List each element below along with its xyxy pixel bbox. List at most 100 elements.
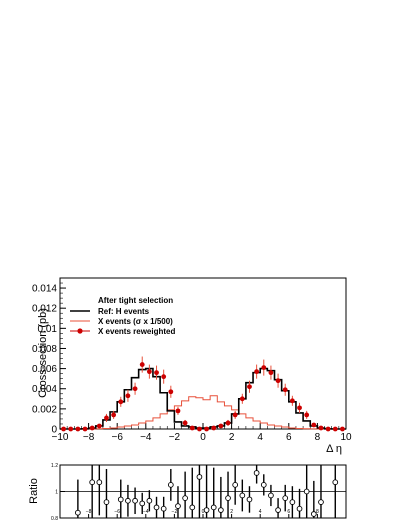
- ratio-point: [132, 497, 138, 504]
- main-x-tick-label: −2: [169, 432, 181, 443]
- main-y-tick-label: 0.014: [32, 284, 57, 295]
- reweighted-point: [161, 374, 167, 380]
- ratio-point: [253, 470, 260, 476]
- reweighted-point: [332, 426, 338, 432]
- ratio-y-tick-label: 1.2: [51, 463, 58, 469]
- ratio-point: [275, 507, 281, 513]
- main-y-tick-label: 0: [51, 425, 57, 436]
- reweighted-point: [146, 369, 152, 375]
- reweighted-point: [289, 398, 295, 404]
- ratio-point: [196, 474, 203, 480]
- ratio-x-tick-label: 2: [230, 509, 233, 515]
- ratio-point: [153, 504, 160, 511]
- main-x-tick-label: 6: [286, 432, 292, 443]
- ratio-point: [175, 503, 181, 509]
- reweighted-point: [68, 426, 74, 432]
- ratio-point: [310, 511, 317, 517]
- main-x-tick-label: 0: [200, 432, 206, 443]
- ratio-point: [232, 482, 239, 488]
- ratio-x-tick-label: 6: [287, 509, 290, 515]
- reweighted-point: [61, 426, 66, 432]
- main-x-tick-label: −4: [140, 432, 152, 443]
- main-y-tick-label: 0.012: [32, 304, 57, 315]
- main-y-tick-label: 0.008: [32, 344, 57, 355]
- main-x-tick-label: 8: [315, 432, 321, 443]
- reweighted-point: [311, 422, 317, 428]
- reweighted-point: [218, 423, 224, 429]
- ratio-point: [303, 488, 310, 495]
- main-chart: 0 0.002 0.004 0.006 0.008 0.01 0.012 0.014 −10 −…: [32, 277, 352, 455]
- reweighted-point: [118, 399, 124, 405]
- legend-entry-ref-h: Ref: H events: [98, 307, 150, 316]
- main-y-axis-title: Cross-section (pb): [37, 308, 49, 398]
- ratio-x-tick-label: −8: [86, 509, 92, 515]
- ratio-x-tick-label: −4: [143, 509, 149, 515]
- legend-entry-x-reweighted: X events reweighted: [98, 327, 175, 336]
- reweighted-point: [297, 405, 302, 411]
- reweighted-point: [96, 423, 102, 429]
- ratio-point: [289, 499, 296, 505]
- reweighted-point: [239, 396, 245, 402]
- main-x-tick-label: 2: [229, 432, 235, 443]
- ratio-point: [332, 479, 339, 486]
- reweighted-point: [182, 420, 188, 426]
- reweighted-point: [154, 370, 159, 376]
- reweighted-point: [197, 426, 202, 432]
- reweighted-point: [254, 369, 260, 375]
- reweighted-point: [204, 426, 209, 432]
- main-y-tick-label: 0.01: [38, 324, 58, 335]
- reweighted-point: [275, 378, 281, 384]
- ratio-y-tick-label: 0.8: [51, 516, 58, 522]
- ratio-point: [89, 479, 96, 486]
- main-x-tick-label: −8: [83, 432, 95, 443]
- ratio-point: [117, 496, 124, 503]
- reweighted-point: [282, 387, 288, 393]
- ratio-point: [203, 507, 210, 513]
- ratio-point: [282, 495, 289, 501]
- ratio-point: [182, 495, 188, 501]
- main-y-tick-label: 0.002: [32, 404, 57, 415]
- legend: After tight selection Ref: H events X ev…: [70, 296, 175, 336]
- reweighted-point: [189, 425, 195, 431]
- series-x-events-histogram: [60, 395, 346, 430]
- reweighted-point: [268, 370, 274, 376]
- ratio-point: [318, 499, 324, 505]
- ratio-point: [125, 497, 131, 504]
- ratio-point: [218, 507, 224, 513]
- ratio-point: [75, 509, 81, 516]
- ratio-x-tick-label: −6: [114, 509, 120, 515]
- reweighted-point: [261, 365, 267, 370]
- reweighted-point: [139, 362, 145, 367]
- reweighted-point: [325, 426, 331, 432]
- ratio-point: [139, 500, 146, 507]
- main-y-tick-label: 0.004: [32, 384, 57, 395]
- ratio-y-axis-title: Ratio: [28, 478, 40, 504]
- reweighted-point: [168, 389, 174, 395]
- ratio-point: [96, 479, 103, 486]
- ratio-point: [268, 492, 274, 499]
- main-x-tick-label: 10: [340, 432, 352, 443]
- ratio-point: [146, 497, 153, 504]
- reweighted-point: [304, 412, 310, 418]
- reweighted-point: [175, 408, 181, 414]
- ratio-x-tick-label: 0: [202, 509, 205, 515]
- reweighted-point: [75, 426, 81, 432]
- main-x-tick-label: −6: [111, 432, 123, 443]
- reweighted-point: [132, 386, 138, 392]
- reweighted-point: [318, 425, 324, 431]
- ratio-point: [239, 492, 246, 499]
- reweighted-point: [82, 426, 88, 432]
- ratio-x-tick-label: −2: [172, 509, 178, 515]
- ratio-x-tick-label: 8: [316, 509, 319, 515]
- ratio-point: [296, 505, 303, 512]
- reweighted-point: [232, 412, 238, 418]
- main-y-tick-label: 0.006: [32, 364, 57, 375]
- ratio-point: [103, 499, 110, 505]
- ratio-x-tick-label: 4: [259, 509, 262, 515]
- reweighted-point: [225, 420, 231, 426]
- main-x-axis-title: Δ η: [326, 443, 342, 455]
- reweighted-point: [125, 393, 131, 399]
- ratio-point: [225, 495, 231, 501]
- ratio-point: [260, 482, 267, 488]
